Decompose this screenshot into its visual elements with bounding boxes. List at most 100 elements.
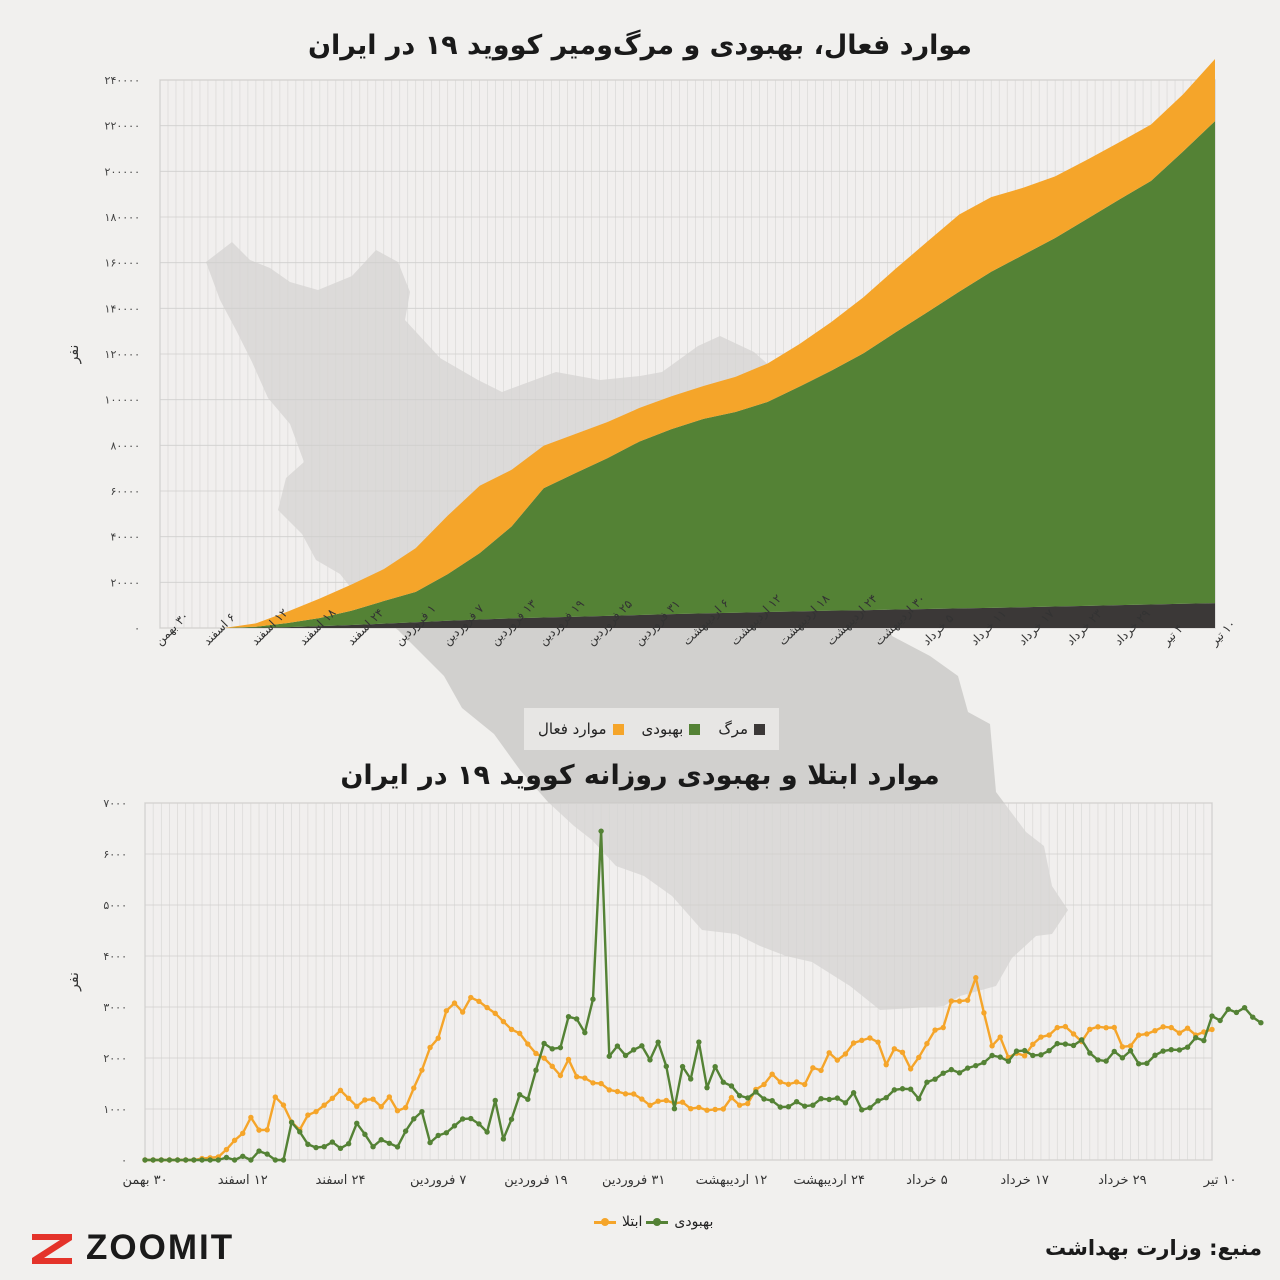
point-daily-recovery: [199, 1157, 205, 1163]
chart2-ytick-label: ۱۰۰۰: [103, 1103, 127, 1116]
point-daily-infected: [606, 1087, 612, 1093]
point-daily-recovery: [916, 1096, 922, 1102]
point-daily-infected: [1095, 1024, 1101, 1030]
point-daily-recovery: [598, 828, 604, 834]
point-daily-infected: [631, 1091, 637, 1097]
point-daily-recovery: [802, 1103, 808, 1109]
point-daily-recovery: [362, 1131, 368, 1138]
legend-item-death: مرگ: [718, 720, 766, 738]
point-daily-infected: [956, 998, 963, 1004]
point-daily-infected: [1160, 1024, 1166, 1030]
point-daily-infected: [745, 1100, 751, 1107]
point-daily-recovery: [590, 996, 596, 1002]
point-daily-infected: [777, 1079, 784, 1085]
point-daily-infected: [679, 1099, 686, 1105]
point-daily-recovery: [402, 1128, 409, 1134]
point-daily-recovery: [793, 1099, 800, 1105]
point-daily-recovery: [297, 1129, 303, 1135]
chart1-title: موارد فعال، بهبودی و مرگ‌ومیر کووید ۱۹ د…: [307, 30, 973, 61]
point-daily-recovery: [345, 1141, 352, 1147]
point-daily-recovery: [948, 1066, 955, 1073]
chart1-ytick-label: ۰: [134, 622, 140, 635]
zoomit-logo: ZOOMIT: [28, 1228, 234, 1268]
point-daily-recovery: [785, 1104, 792, 1110]
point-daily-infected: [883, 1061, 889, 1068]
chart1-ytick-label: ۴۰۰۰۰: [110, 531, 140, 544]
point-daily-recovery: [1184, 1044, 1191, 1050]
point-daily-recovery: [745, 1095, 751, 1101]
point-daily-recovery: [647, 1057, 653, 1063]
point-daily-infected: [378, 1103, 384, 1110]
point-daily-infected: [484, 1004, 490, 1011]
point-daily-recovery: [655, 1039, 661, 1045]
point-daily-infected: [997, 1034, 1003, 1040]
zoomit-z-icon: [32, 1234, 72, 1264]
point-daily-recovery: [476, 1121, 482, 1127]
point-daily-recovery: [639, 1043, 645, 1049]
point-daily-recovery: [1241, 1004, 1248, 1011]
point-daily-infected: [704, 1107, 710, 1113]
point-daily-recovery: [1250, 1014, 1256, 1020]
chart2-xtick-label: ۱۰ تیر: [1203, 1173, 1237, 1188]
legend-label-death: مرگ: [718, 720, 749, 738]
point-daily-recovery: [1054, 1040, 1060, 1047]
point-daily-infected: [1184, 1025, 1191, 1031]
point-daily-recovery: [451, 1123, 458, 1129]
point-daily-infected: [500, 1018, 507, 1025]
chart2-xtick-label: ۳۰ بهمن: [122, 1173, 167, 1188]
point-daily-recovery: [1258, 1020, 1264, 1026]
chart2-ytick-label: ۳۰۰۰: [103, 1001, 127, 1014]
point-daily-recovery: [557, 1044, 564, 1051]
point-daily-recovery: [753, 1089, 759, 1095]
point-daily-infected: [256, 1127, 262, 1133]
point-daily-infected: [451, 1000, 458, 1006]
point-daily-recovery: [907, 1086, 914, 1092]
point-daily-recovery: [891, 1087, 898, 1093]
point-daily-infected: [875, 1039, 881, 1045]
legend-label-active: موارد فعال: [538, 720, 607, 738]
point-daily-recovery: [500, 1136, 507, 1142]
chart2-title: موارد ابتلا و بهبودی روزانه کووید ۱۹ در …: [340, 760, 940, 791]
point-daily-infected: [248, 1114, 254, 1121]
chart1-ytick-label: ۸۰۰۰۰: [110, 439, 140, 452]
point-daily-recovery: [622, 1052, 629, 1059]
point-daily-recovery: [248, 1157, 254, 1163]
point-daily-infected: [264, 1127, 270, 1133]
point-daily-infected: [1021, 1053, 1028, 1059]
point-daily-infected: [598, 1080, 604, 1087]
point-daily-infected: [736, 1102, 743, 1108]
point-daily-infected: [867, 1035, 873, 1041]
point-daily-recovery: [191, 1157, 197, 1163]
point-daily-recovery: [468, 1115, 474, 1122]
point-daily-recovery: [305, 1141, 311, 1147]
point-daily-recovery: [231, 1157, 238, 1163]
point-daily-infected: [1030, 1041, 1036, 1047]
point-daily-infected: [557, 1072, 564, 1079]
point-daily-recovery: [671, 1105, 678, 1112]
point-daily-recovery: [582, 1029, 588, 1036]
legend-item-active: موارد فعال: [538, 720, 624, 738]
chart2-xtick-label: ۱۲ اردیبهشت: [696, 1173, 768, 1188]
point-daily-recovery: [386, 1140, 393, 1146]
chart1-ytick-label: ۲۴۰۰۰۰: [105, 74, 140, 87]
point-daily-recovery: [1233, 1009, 1240, 1016]
point-daily-recovery: [826, 1096, 832, 1103]
point-daily-recovery: [394, 1144, 401, 1150]
point-daily-infected: [468, 994, 474, 1001]
point-daily-recovery: [272, 1157, 279, 1163]
legend-line-daily-recovery: [646, 1217, 669, 1226]
point-daily-infected: [696, 1104, 702, 1111]
point-daily-recovery: [1078, 1037, 1085, 1043]
point-daily-recovery: [150, 1157, 156, 1163]
point-daily-recovery: [1144, 1060, 1150, 1067]
point-daily-recovery: [508, 1116, 515, 1122]
point-daily-recovery: [525, 1096, 531, 1102]
point-daily-recovery: [1176, 1047, 1183, 1053]
point-daily-infected: [1038, 1034, 1044, 1040]
point-daily-recovery: [981, 1059, 987, 1066]
point-daily-recovery: [1111, 1048, 1117, 1055]
point-daily-infected: [899, 1049, 906, 1056]
point-daily-recovery: [875, 1098, 881, 1104]
chart2-xtick-label: ۲۴ اردیبهشت: [793, 1173, 865, 1188]
